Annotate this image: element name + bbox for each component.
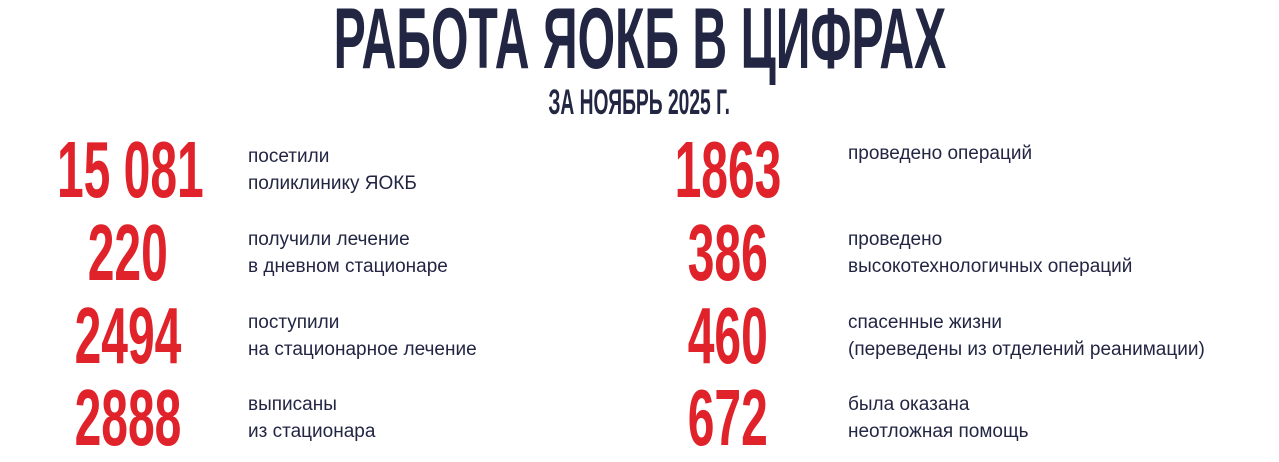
stat-label: спасенные жизни (переведены из отделений … [848, 294, 1205, 378]
page-title: РАБОТА ЯОКБ В ЦИФРАХ [333, 0, 946, 87]
stat-label-line1: спасенные жизни [848, 312, 1003, 333]
stat-label-line2: высокотехнологичных операций [848, 256, 1133, 277]
stat-label: проведено высокотехнологичных операций [848, 211, 1132, 295]
stat-label-line1: выписаны [248, 394, 337, 415]
stat-label-line2: неотложная помощь [848, 421, 1029, 442]
stat-value: 672 [687, 373, 769, 462]
stat-label-line1: проведено [848, 229, 943, 250]
stat-label: поступили на стационарное лечение [248, 294, 477, 378]
stat-value: 2494 [74, 291, 182, 380]
stat-label-line1: проведено операций [848, 143, 1033, 164]
stat-label-line1: была оказана [848, 394, 970, 415]
stat-label-line2: на стационарное лечение [248, 339, 477, 360]
stat-value: 220 [87, 208, 169, 297]
stat-label: получили лечение в дневном стационаре [248, 211, 448, 295]
stat-label-line2: поликлинику ЯОКБ [248, 173, 417, 194]
stat-label-line1: получили лечение [248, 229, 410, 250]
stat-label: была оказана неотложная помощь [848, 376, 1029, 460]
stat-value: 1863 [674, 125, 782, 214]
stat-value: 386 [687, 208, 769, 297]
stat-label-line2: (переведены из отделений реанимации) [848, 339, 1205, 360]
stat-label: выписаны из стационара [248, 376, 375, 460]
stat-label-line2: из стационара [248, 421, 376, 442]
stat-value: 2888 [74, 373, 182, 462]
stat-label: посетили поликлинику ЯОКБ [248, 128, 417, 212]
stat-label-line2: в дневном стационаре [248, 256, 448, 277]
stat-label: проведено операций [848, 128, 1032, 224]
page-subtitle: ЗА НОЯБРЬ 2025 Г. [548, 83, 731, 122]
stat-label-line1: поступили [248, 312, 340, 333]
stat-label-line1: посетили [248, 146, 330, 167]
stat-value: 460 [687, 291, 769, 380]
stat-value: 15 081 [56, 125, 204, 214]
